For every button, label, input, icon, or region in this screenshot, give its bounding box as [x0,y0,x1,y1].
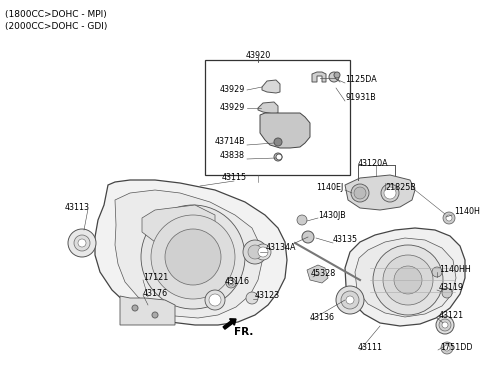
Text: 45328: 45328 [311,269,336,279]
Circle shape [228,280,234,286]
Polygon shape [307,265,328,283]
Circle shape [444,345,450,351]
Text: 43135: 43135 [333,235,358,245]
Circle shape [432,267,442,277]
Circle shape [341,291,359,309]
Polygon shape [262,80,280,93]
Circle shape [441,342,453,354]
Text: 17121: 17121 [143,273,168,283]
Text: 1125DA: 1125DA [345,75,377,84]
Text: (2000CC>DOHC - GDI): (2000CC>DOHC - GDI) [5,22,108,31]
Circle shape [439,319,451,331]
Bar [205,60,350,175]
Circle shape [442,288,452,298]
Circle shape [446,215,452,221]
Text: 43920: 43920 [245,50,271,60]
Circle shape [248,245,262,259]
Text: 43119: 43119 [439,283,464,293]
Circle shape [384,187,396,199]
Text: 43929: 43929 [220,85,245,94]
Circle shape [205,290,225,310]
Text: 43113: 43113 [65,204,90,212]
Text: 43121: 43121 [439,312,464,320]
Text: 43120A: 43120A [358,158,388,168]
Circle shape [329,72,339,82]
Circle shape [334,72,340,78]
Circle shape [68,229,96,257]
Circle shape [274,153,282,161]
Text: 43115: 43115 [221,174,247,182]
Text: 1140EJ: 1140EJ [316,182,343,192]
Circle shape [151,215,235,299]
Text: 1140HH: 1140HH [439,266,471,275]
Polygon shape [345,175,415,210]
Polygon shape [345,228,465,326]
Circle shape [276,154,282,160]
Polygon shape [95,180,287,325]
Text: 43111: 43111 [358,343,383,353]
FancyArrow shape [223,319,236,329]
Text: 43136: 43136 [310,313,335,323]
Text: 43116: 43116 [225,278,250,286]
Text: 43176: 43176 [143,289,168,297]
Circle shape [297,215,307,225]
Text: FR.: FR. [234,327,253,337]
Circle shape [346,296,354,304]
Circle shape [436,316,454,334]
Text: 1140HV: 1140HV [454,208,480,216]
Circle shape [78,239,86,247]
Circle shape [258,247,268,257]
Circle shape [394,266,422,294]
Circle shape [141,205,245,309]
Circle shape [373,245,443,315]
Circle shape [442,322,448,328]
Polygon shape [260,113,310,148]
Text: (1800CC>DOHC - MPI): (1800CC>DOHC - MPI) [5,10,107,19]
Circle shape [255,244,271,260]
Circle shape [302,231,314,243]
Polygon shape [115,190,262,318]
Polygon shape [142,205,215,248]
Circle shape [246,292,258,304]
Circle shape [336,286,364,314]
Text: 43929: 43929 [220,104,245,112]
Text: 1430JB: 1430JB [318,212,346,221]
Circle shape [443,212,455,224]
Circle shape [132,305,138,311]
Text: 1751DD: 1751DD [440,343,472,353]
Circle shape [383,255,433,305]
Text: 43123: 43123 [255,292,280,300]
Circle shape [351,184,369,202]
Text: 21825B: 21825B [385,182,416,192]
Polygon shape [312,72,326,82]
Circle shape [209,294,221,306]
Polygon shape [355,238,456,317]
Circle shape [274,138,282,146]
Text: 91931B: 91931B [345,94,376,102]
Polygon shape [258,102,278,114]
Circle shape [165,229,221,285]
Circle shape [381,184,399,202]
Circle shape [152,312,158,318]
Polygon shape [120,296,175,325]
Circle shape [226,278,236,288]
Text: 43134A: 43134A [266,243,297,252]
Circle shape [74,235,90,251]
Circle shape [243,240,267,264]
Text: 43838: 43838 [220,151,245,161]
Text: 43714B: 43714B [215,138,245,147]
Circle shape [354,187,366,199]
